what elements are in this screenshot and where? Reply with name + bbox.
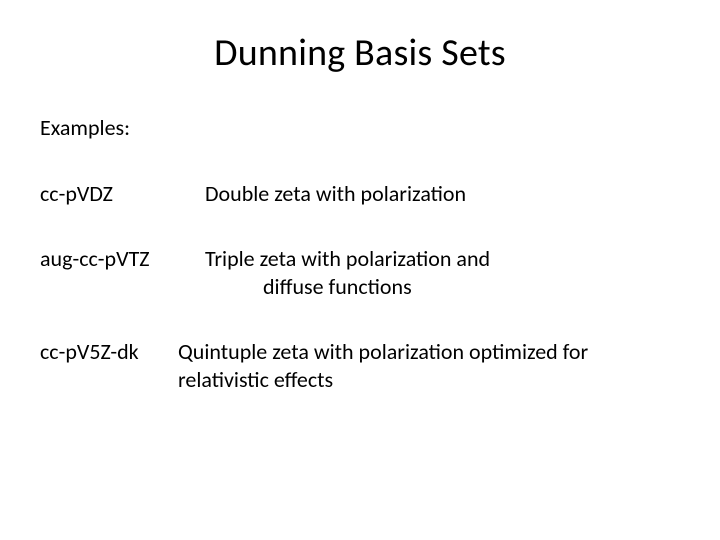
slide-body: Examples: cc-pVDZ Double zeta with polar… [40,114,680,393]
basis-desc: Double zeta with polarization [205,180,680,208]
basis-name: aug-cc-pVTZ [40,245,205,273]
slide: Dunning Basis Sets Examples: cc-pVDZ Dou… [0,0,720,540]
basis-row: cc-pVDZ Double zeta with polarization [40,180,680,208]
basis-row: cc-pV5Z-dk Quintuple zeta with polarizat… [40,338,680,393]
basis-row: aug-cc-pVTZ Triple zeta with polarizatio… [40,245,680,273]
basis-desc-continuation: diffuse functions [263,273,680,301]
basis-name: cc-pV5Z-dk [40,338,178,366]
basis-name: cc-pVDZ [40,180,205,208]
basis-desc: Quintuple zeta with polarization optimiz… [178,338,680,393]
slide-title: Dunning Basis Sets [40,30,680,76]
examples-label: Examples: [40,114,680,142]
basis-desc: Triple zeta with polarization and [205,245,680,273]
